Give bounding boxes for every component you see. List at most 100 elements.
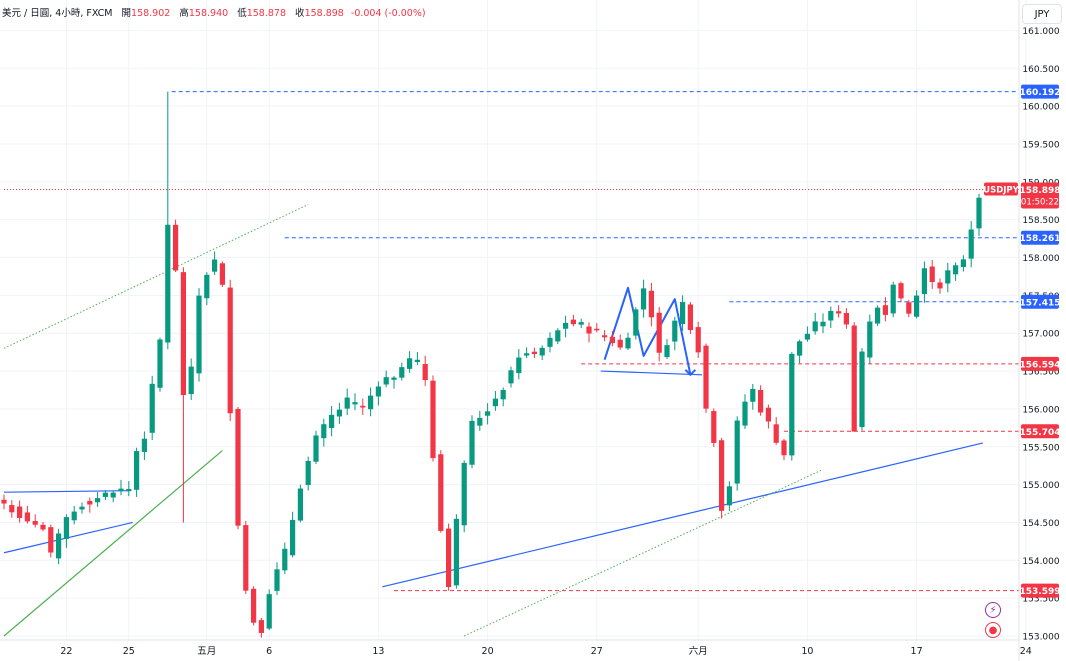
ohlc-header: 美元 / 日圓, 4小時, FXCM 開158.902 高158.940 低15…	[2, 5, 426, 19]
candle-body	[547, 337, 553, 347]
candle-body	[477, 417, 483, 426]
candle-body	[664, 345, 670, 358]
candle-body	[555, 330, 561, 342]
candle-body	[219, 263, 225, 285]
candle-body	[797, 341, 803, 356]
candle-body	[95, 498, 101, 503]
candle-body	[329, 414, 335, 429]
candle-body	[625, 337, 631, 349]
candle-body	[843, 312, 849, 325]
currency-button[interactable]: JPY	[1022, 4, 1062, 24]
candle-body	[602, 335, 608, 338]
price-line-label-bg	[1021, 84, 1059, 99]
candle-body	[438, 454, 444, 531]
candle-body	[391, 377, 397, 380]
candle-body	[609, 336, 615, 344]
price-line-label: 153.599	[1020, 587, 1061, 597]
candle-body	[867, 321, 873, 358]
double-top-pattern	[603, 286, 692, 376]
candle-body	[56, 533, 62, 559]
price-line-label-bg	[1021, 583, 1059, 598]
candle-body	[24, 512, 30, 522]
candle-body	[290, 519, 296, 556]
candle-body	[633, 309, 639, 336]
candle-body	[63, 517, 69, 539]
candle-body	[258, 620, 264, 633]
y-tick-label: 153.500	[1022, 595, 1059, 605]
candle-body	[126, 488, 132, 492]
candle-body	[680, 302, 686, 325]
candle-body	[773, 424, 779, 443]
last-price-label: 158.898	[1020, 186, 1061, 196]
candle-body	[882, 305, 888, 315]
x-tick-label: 17	[911, 646, 923, 657]
left-trendline-top	[3, 490, 129, 493]
countdown-label: 01:50:22	[1021, 198, 1059, 208]
candle-body	[32, 521, 38, 525]
change-value: -0.004 (-0.00%)	[350, 8, 426, 19]
candle-body	[672, 320, 678, 342]
close-label: 收	[295, 8, 305, 19]
y-tick-label: 160.000	[1022, 103, 1059, 113]
lightning-icon[interactable]: ⚡	[985, 602, 1001, 618]
symbol-title[interactable]: 美元 / 日圓, 4小時, FXCM	[2, 8, 113, 19]
candle-body	[742, 401, 748, 426]
grid-layer	[0, 0, 1027, 640]
candle-body	[9, 505, 15, 513]
record-icon[interactable]: ●	[985, 622, 1001, 638]
price-line-label: 156.594	[1020, 360, 1061, 370]
candle-body	[711, 411, 717, 443]
candle-body	[48, 527, 54, 553]
high-label: 高	[179, 8, 189, 19]
candle-body	[461, 462, 467, 526]
candle-body	[469, 420, 475, 465]
x-tick-label: 六月	[689, 645, 708, 657]
open-label: 開	[121, 8, 132, 19]
drawings-layer	[3, 91, 1019, 637]
candle-body	[516, 357, 522, 374]
candle-body	[687, 304, 693, 331]
candle-body	[656, 312, 662, 353]
candle-body	[71, 511, 77, 521]
price-line-label-bg	[1021, 424, 1059, 439]
open-value: 158.902	[131, 8, 171, 19]
candles-layer	[1, 91, 990, 638]
support-trendline	[382, 442, 984, 588]
candle-body	[485, 411, 491, 416]
candle-body	[383, 377, 389, 385]
candle-body	[235, 408, 241, 526]
candle-body	[407, 358, 413, 369]
candle-body	[102, 492, 108, 497]
y-tick-label: 161.000	[1022, 27, 1059, 37]
candle-body	[321, 424, 327, 439]
candle-body	[578, 322, 584, 325]
candle-body	[1, 499, 7, 504]
candle-body	[859, 351, 865, 428]
candle-body	[953, 265, 959, 275]
candle-body	[898, 283, 904, 299]
candle-body	[305, 460, 311, 485]
candle-body	[828, 310, 834, 321]
candle-body	[976, 197, 982, 229]
candle-body	[282, 548, 288, 571]
x-tick-label: 24	[1020, 646, 1032, 657]
candle-body	[789, 353, 795, 456]
candle-body	[734, 420, 740, 484]
candle-body	[851, 325, 857, 432]
candle-body	[87, 500, 93, 505]
y-tick-label: 156.000	[1022, 405, 1059, 415]
candle-body	[157, 339, 163, 388]
candle-body	[820, 321, 826, 327]
candle-body	[539, 347, 545, 356]
price-line-label-bg	[1021, 230, 1059, 245]
candle-body	[758, 389, 764, 413]
candle-body	[531, 351, 537, 355]
candle-body	[336, 409, 342, 417]
y-tick-label: 158.500	[1022, 216, 1059, 226]
high-value: 158.940	[188, 8, 229, 19]
last-price-label-bg	[1021, 182, 1059, 209]
green-trendline-lower	[3, 450, 223, 637]
candle-body	[765, 407, 771, 422]
